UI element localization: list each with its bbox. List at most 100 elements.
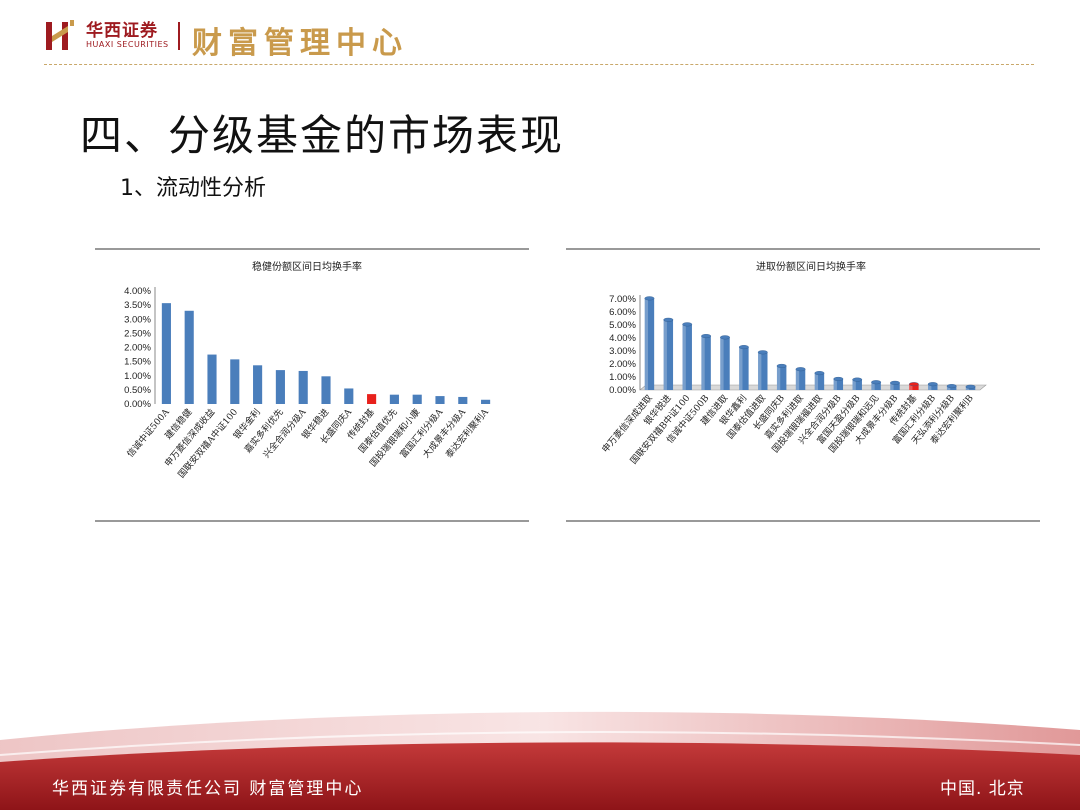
bar-face (890, 382, 900, 390)
bar-face (871, 382, 881, 390)
y-tick-label: 0.00% (609, 385, 636, 396)
steady-turnover-chart: 稳健份额区间日均换手率 4.00% 3.50% 3.00% 2.50% 2.00% 1.5… (95, 248, 529, 522)
bar (275, 370, 285, 404)
aggressive-turnover-chart: 进取份额区间日均换手率 7.00% 6.00% 5.00% 4.00% 3.00% 2.0… (566, 248, 1040, 522)
bar-cap (908, 382, 919, 387)
bar (757, 350, 768, 390)
bar-face (852, 379, 862, 390)
y-tick-label: 4.00% (124, 286, 151, 297)
bar (682, 322, 693, 390)
bar (776, 363, 787, 390)
bar-cap (644, 296, 655, 301)
bar-highlight (758, 352, 762, 390)
bar-cap (852, 377, 863, 382)
y-tick-label: 7.00% (609, 294, 636, 305)
bar (344, 388, 354, 404)
brand-english-name: HUAXI SECURITIES (86, 40, 169, 49)
bar (389, 394, 399, 404)
bar (253, 365, 263, 404)
bar (207, 354, 217, 404)
footer-band (0, 711, 1080, 810)
y-tick-label: 6.00% (609, 307, 636, 318)
y-tick-label: 2.00% (609, 359, 636, 370)
bar-cap (833, 376, 844, 381)
bar (965, 384, 976, 390)
bar (946, 384, 957, 390)
y-tick-label: 3.50% (124, 300, 151, 311)
bar (795, 367, 806, 390)
bar (927, 382, 938, 390)
bar (814, 371, 825, 390)
bar (871, 380, 882, 390)
bar-highlight (644, 298, 649, 390)
bar-highlight (739, 347, 743, 390)
y-tick-label: 0.00% (124, 399, 151, 410)
bar-highlight (795, 369, 800, 390)
bar-highlight (890, 382, 894, 390)
footer-location: 中国. 北京 (940, 779, 1025, 799)
bar (481, 399, 491, 404)
bar-face (928, 384, 938, 390)
bar-face (663, 319, 674, 390)
bar (435, 396, 445, 404)
y-tick-label: 1.00% (609, 372, 636, 383)
bar-face (739, 347, 749, 390)
bar-face (776, 365, 787, 390)
bar (230, 359, 240, 404)
bar-highlight (776, 365, 781, 390)
bar-highlight (720, 337, 724, 390)
bar-highlight (946, 386, 951, 390)
bar (161, 303, 171, 404)
chart-title: 稳健份额区间日均换手率 (252, 260, 362, 273)
y-tick-label: 1.50% (124, 357, 151, 368)
bar (298, 370, 308, 404)
y-tick-label: 2.00% (124, 343, 151, 354)
bar (720, 335, 730, 390)
footer-company: 华西证券有限责任公司 财富管理中心 (52, 779, 364, 799)
bar (184, 310, 194, 404)
bar-cap (663, 317, 674, 322)
bar-cap (927, 382, 938, 387)
bar-cap (946, 384, 957, 389)
header-divider (44, 64, 1034, 65)
bar (458, 396, 468, 404)
bar-cap (720, 335, 730, 340)
brand-separator (178, 22, 180, 50)
bar-cap (738, 345, 749, 350)
bar-cap (871, 380, 882, 385)
bar-face (909, 384, 919, 390)
bar-cap (776, 363, 787, 368)
bar-highlight (663, 319, 667, 390)
y-tick-label: 3.00% (124, 314, 151, 325)
bar-face (682, 324, 692, 390)
bar-face (644, 298, 655, 390)
bar-highlight (928, 384, 932, 390)
y-tick-label: 4.00% (609, 333, 636, 344)
bar-cap (701, 334, 712, 339)
bar (644, 296, 655, 390)
bar-highlight (682, 324, 686, 390)
bar-face (720, 337, 730, 390)
bar (367, 394, 377, 404)
bar (908, 382, 919, 390)
slide-subtitle: 1、流动性分析 (120, 176, 266, 201)
huaxi-logo-icon (46, 20, 74, 50)
bar (412, 394, 422, 404)
center-title: 财富管理中心 (192, 26, 408, 61)
bar (890, 380, 900, 390)
y-tick-label: 5.00% (609, 320, 636, 331)
bar-cap (795, 367, 806, 372)
bar (738, 345, 749, 390)
bar-face (833, 378, 844, 390)
bar-cap (757, 350, 768, 355)
chart-title: 进取份额区间日均换手率 (756, 260, 866, 273)
bar-face (758, 352, 768, 390)
bar-highlight (852, 379, 856, 390)
bar-cap (682, 322, 693, 327)
bar (321, 376, 331, 404)
y-tick-label: 1.00% (124, 371, 151, 382)
bar (833, 376, 844, 390)
y-tick-label: 2.50% (124, 328, 151, 339)
bar-cap (890, 380, 900, 385)
bar-highlight (814, 373, 819, 390)
